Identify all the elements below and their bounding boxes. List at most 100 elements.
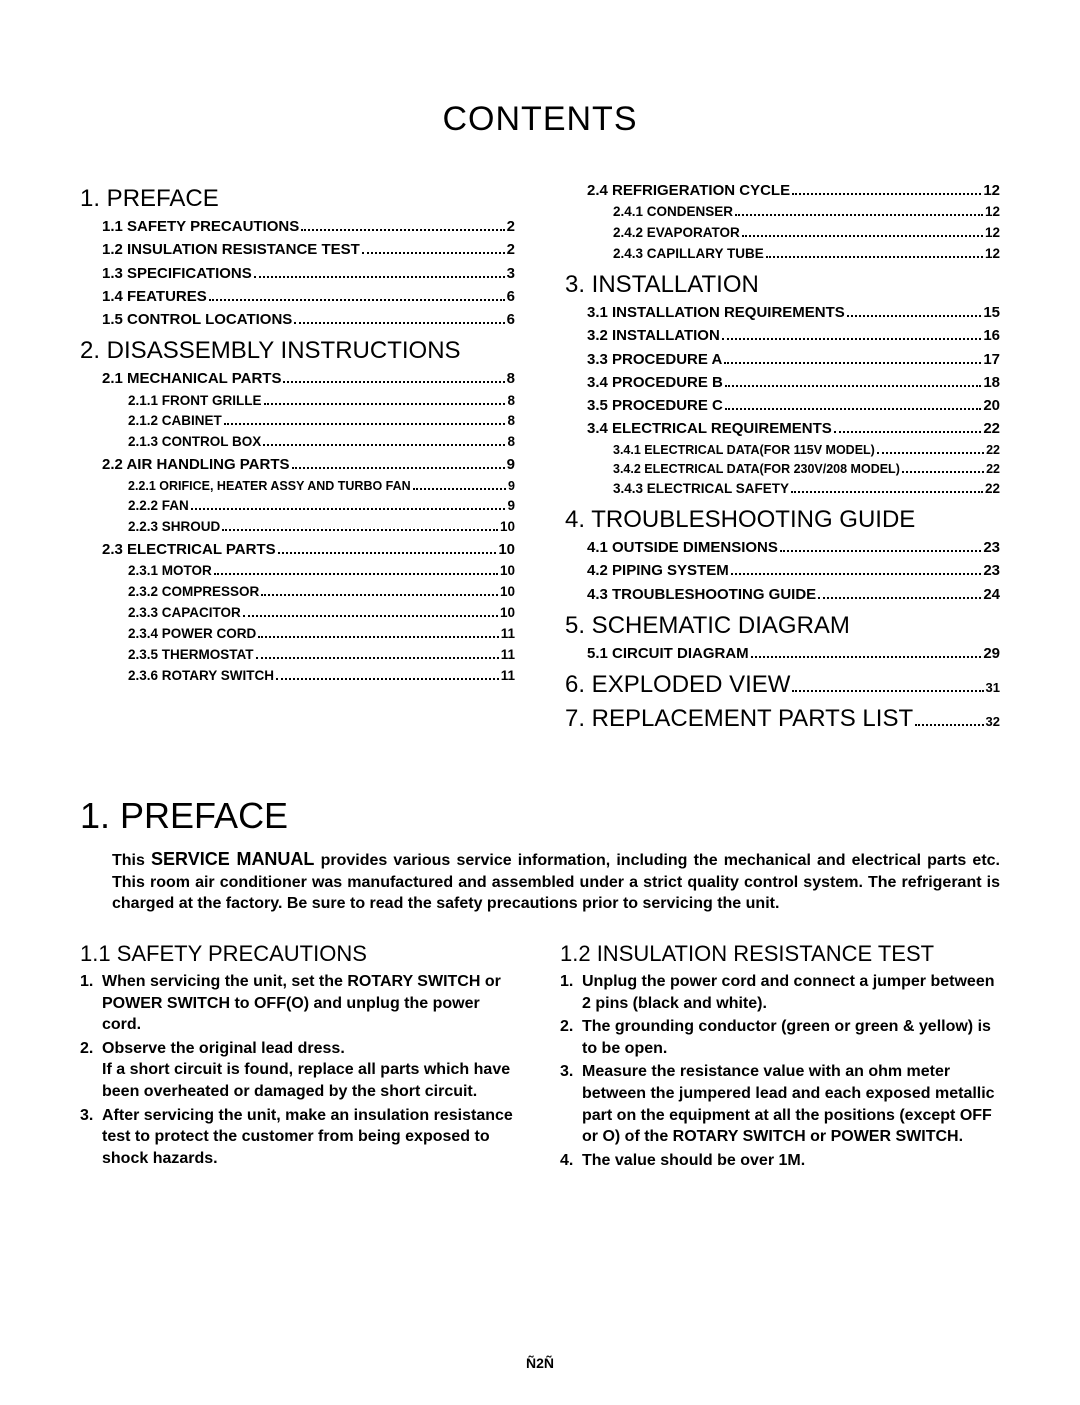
toc-label: 2.3.6 ROTARY SWITCH bbox=[128, 666, 274, 687]
preface-columns: 1.1 SAFETY PRECAUTIONS 1.When servicing … bbox=[80, 941, 1000, 1173]
preface-heading: 1. PREFACE bbox=[80, 795, 1000, 837]
toc-page-number: 6 bbox=[507, 285, 515, 308]
safety-list: 1.When servicing the unit, set the ROTAR… bbox=[80, 971, 520, 1169]
list-text: Measure the resistance value with an ohm… bbox=[582, 1063, 995, 1145]
toc-section-title: 1. PREFACE bbox=[80, 185, 515, 213]
toc-page-number: 23 bbox=[983, 559, 1000, 582]
toc-label: 2.1.1 FRONT GRILLE bbox=[128, 391, 262, 412]
toc-page-number: 31 bbox=[986, 680, 1000, 695]
toc-dots bbox=[222, 529, 498, 531]
page-footer: Ñ2Ñ bbox=[0, 1355, 1080, 1371]
toc-line: 2.4.3 CAPILLARY TUBE12 bbox=[565, 244, 1000, 265]
toc-dots bbox=[276, 678, 499, 680]
toc-line: 2.2 AIR HANDLING PARTS 9 bbox=[80, 453, 515, 476]
toc-dots bbox=[261, 594, 498, 596]
toc-page-number: 10 bbox=[500, 603, 515, 624]
toc-label: 4.2 PIPING SYSTEM bbox=[587, 559, 729, 582]
toc-dots bbox=[283, 381, 504, 383]
toc-label: 4.3 TROUBLESHOOTING GUIDE bbox=[587, 583, 816, 606]
toc-page-number: 2 bbox=[507, 215, 515, 238]
list-item: 1.When servicing the unit, set the ROTAR… bbox=[80, 971, 520, 1036]
toc-page-number: 15 bbox=[983, 301, 1000, 324]
toc-dots bbox=[256, 657, 499, 659]
toc-page-number: 24 bbox=[983, 583, 1000, 606]
toc-label: 2.1 MECHANICAL PARTS bbox=[102, 367, 281, 390]
toc-label: 2.4.1 CONDENSER bbox=[613, 202, 733, 223]
toc-line: 2.3.1 MOTOR10 bbox=[80, 561, 515, 582]
preface-col-left: 1.1 SAFETY PRECAUTIONS 1.When servicing … bbox=[80, 941, 520, 1173]
toc-label: 3.3 PROCEDURE A bbox=[587, 348, 722, 371]
toc-dots bbox=[362, 252, 505, 254]
toc-page-number: 2 bbox=[507, 238, 515, 261]
toc-line: 2.3.2 COMPRESSOR10 bbox=[80, 582, 515, 603]
preface-intro: This SERVICE MANUAL provides various ser… bbox=[80, 847, 1000, 915]
list-text: After servicing the unit, make an insula… bbox=[102, 1107, 513, 1167]
toc-dots bbox=[731, 573, 982, 575]
toc-line: 3.5 PROCEDURE C20 bbox=[565, 394, 1000, 417]
toc-dots bbox=[735, 214, 983, 216]
page: CONTENTS 1. PREFACE1.1 SAFETY PRECAUTION… bbox=[0, 0, 1080, 1203]
toc-page-number: 12 bbox=[985, 202, 1000, 223]
list-text: The value should be over 1M. bbox=[582, 1152, 805, 1169]
list-item: 2.The grounding conductor (green or gree… bbox=[560, 1016, 1000, 1059]
toc-page-number: 8 bbox=[507, 432, 515, 453]
list-item: 3.Measure the resistance value with an o… bbox=[560, 1061, 1000, 1147]
toc-page-number: 9 bbox=[507, 496, 515, 517]
toc-label: 3.2 INSTALLATION bbox=[587, 324, 720, 347]
toc-line: 1.5 CONTROL LOCATIONS6 bbox=[80, 308, 515, 331]
list-number: 2. bbox=[80, 1038, 93, 1060]
list-item: 3.After servicing the unit, make an insu… bbox=[80, 1105, 520, 1170]
toc-label: 3.5 PROCEDURE C bbox=[587, 394, 723, 417]
toc-label: 2.4 REFRIGERATION CYCLE bbox=[587, 179, 790, 202]
toc-page-number: 8 bbox=[507, 367, 515, 390]
toc-dots bbox=[751, 656, 982, 658]
toc-line: 2.4 REFRIGERATION CYCLE12 bbox=[565, 179, 1000, 202]
toc-dots bbox=[902, 471, 984, 473]
toc-page-number: 10 bbox=[500, 517, 515, 538]
toc-line: 1.2 INSULATION RESISTANCE TEST2 bbox=[80, 238, 515, 261]
toc-line: 3.4.3 ELECTRICAL SAFETY22 bbox=[565, 479, 1000, 500]
toc-label: 2.1.2 CABINET bbox=[128, 411, 222, 432]
toc-page-number: 10 bbox=[500, 582, 515, 603]
toc-dots bbox=[413, 488, 506, 490]
list-number: 4. bbox=[560, 1150, 573, 1172]
toc-section-title: 5. SCHEMATIC DIAGRAM bbox=[565, 612, 1000, 640]
toc-label: 1.1 SAFETY PRECAUTIONS bbox=[102, 215, 299, 238]
toc-page-number: 29 bbox=[983, 642, 1000, 665]
toc-column-left: 1. PREFACE1.1 SAFETY PRECAUTIONS 21.2 INS… bbox=[80, 179, 515, 735]
toc-dots bbox=[724, 362, 981, 364]
toc-section-title: 3. INSTALLATION bbox=[565, 271, 1000, 299]
toc-dots bbox=[301, 229, 504, 231]
toc-line: 1.3 SPECIFICATIONS3 bbox=[80, 262, 515, 285]
toc-dots bbox=[278, 552, 497, 554]
toc-page-number: 22 bbox=[985, 479, 1000, 500]
toc-dots bbox=[209, 299, 505, 301]
toc-line: 3.2 INSTALLATION16 bbox=[565, 324, 1000, 347]
toc-line: 2.2.2 FAN9 bbox=[80, 496, 515, 517]
toc-line: 2.3 ELECTRICAL PARTS10 bbox=[80, 538, 515, 561]
toc-dots bbox=[258, 636, 498, 638]
toc-line: 2.1.3 CONTROL BOX8 bbox=[80, 432, 515, 453]
toc-dots bbox=[742, 235, 983, 237]
preface-intro-bold: SERVICE MANUAL bbox=[151, 849, 314, 869]
toc-label: 2.2 AIR HANDLING PARTS bbox=[102, 453, 290, 476]
toc-section-label: 7. REPLACEMENT PARTS LIST bbox=[565, 705, 913, 733]
toc-label: 3.4 PROCEDURE B bbox=[587, 371, 723, 394]
toc-dots bbox=[725, 385, 981, 387]
preface-intro-pre: This bbox=[112, 852, 151, 869]
toc-label: 2.4.2 EVAPORATOR bbox=[613, 223, 740, 244]
toc-page-number: 10 bbox=[500, 561, 515, 582]
list-text: Unplug the power cord and connect a jump… bbox=[582, 973, 995, 1012]
toc-line: 2.4.1 CONDENSER 12 bbox=[565, 202, 1000, 223]
toc-page-number: 23 bbox=[983, 536, 1000, 559]
toc-dots bbox=[263, 444, 505, 446]
toc-label: 2.3.4 POWER CORD bbox=[128, 624, 256, 645]
toc-section-label: 6. EXPLODED VIEW bbox=[565, 671, 790, 699]
toc-page-number: 11 bbox=[501, 624, 515, 645]
toc-page-number: 9 bbox=[507, 453, 515, 476]
toc-dots bbox=[877, 452, 984, 454]
toc-page-number: 11 bbox=[501, 645, 515, 666]
toc-page-number: 10 bbox=[498, 538, 515, 561]
toc-line: 3.4 ELECTRICAL REQUIREMENTS22 bbox=[565, 417, 1000, 440]
list-item: 4. The value should be over 1M. bbox=[560, 1150, 1000, 1172]
